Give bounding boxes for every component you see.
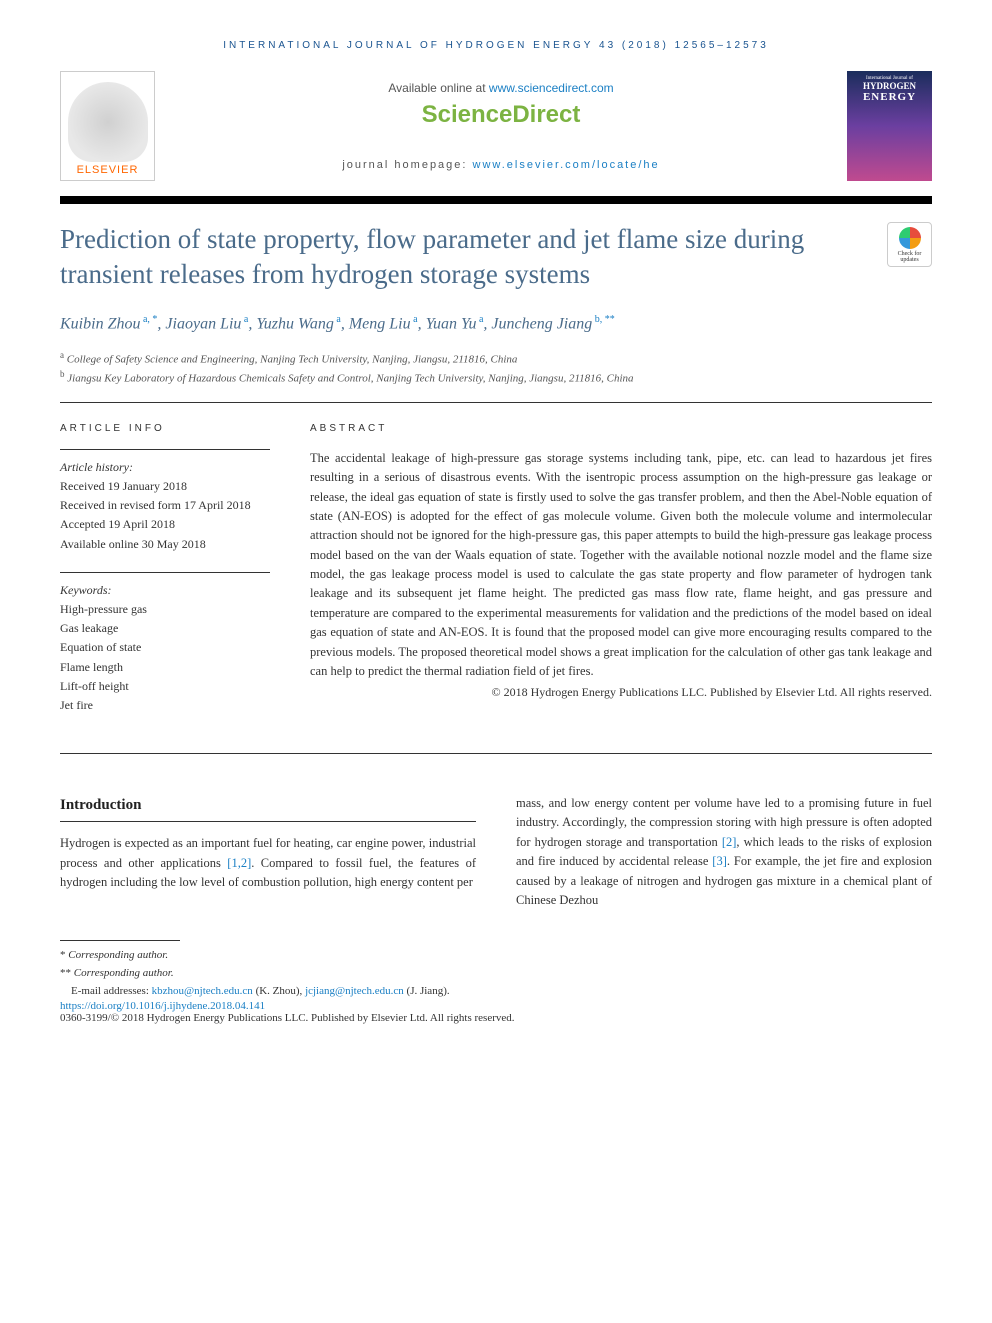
keyword-4: Flame length: [60, 658, 270, 677]
journal-homepage: journal homepage: www.elsevier.com/locat…: [175, 159, 827, 171]
divider-1: [60, 402, 932, 403]
sciencedirect-link[interactable]: www.sciencedirect.com: [489, 81, 614, 95]
body-col-right: mass, and low energy content per volume …: [516, 794, 932, 910]
keyword-1: High-pressure gas: [60, 600, 270, 619]
email-2-name: (J. Jiang).: [404, 985, 450, 997]
black-bar: [60, 196, 932, 204]
intro-para-right: mass, and low energy content per volume …: [516, 794, 932, 910]
author-4: Meng Liu: [349, 316, 411, 333]
fn2-text: Corresponding author.: [71, 967, 174, 979]
introduction-heading: Introduction: [60, 794, 476, 822]
author-6-sup: b, **: [592, 314, 615, 325]
divider-2: [60, 753, 932, 754]
author-5: Yuan Yu: [426, 316, 477, 333]
email-1-name: (K. Zhou),: [253, 985, 305, 997]
footnote-1: * Corresponding author.: [60, 947, 932, 965]
article-info: ARTICLE INFO Article history: Received 1…: [60, 423, 270, 733]
author-3-sup: a: [334, 314, 341, 325]
abstract-heading: ABSTRACT: [310, 423, 932, 434]
header-section: ELSEVIER Available online at www.science…: [60, 71, 932, 181]
author-5-sup: a: [476, 314, 483, 325]
abstract-text: The accidental leakage of high-pressure …: [310, 449, 932, 682]
cover-line3: ENERGY: [863, 91, 916, 103]
journal-homepage-prefix: journal homepage:: [342, 159, 472, 171]
body-col-left: Introduction Hydrogen is expected as an …: [60, 794, 476, 910]
accepted-date: Accepted 19 April 2018: [60, 515, 270, 534]
author-3: Yuzhu Wang: [256, 316, 334, 333]
footnotes: * Corresponding author. ** Corresponding…: [60, 947, 932, 1000]
author-1: Kuibin Zhou: [60, 316, 140, 333]
body-columns: Introduction Hydrogen is expected as an …: [60, 794, 932, 910]
title-row: Prediction of state property, flow param…: [60, 222, 932, 292]
elsevier-text: ELSEVIER: [77, 164, 139, 176]
check-updates-badge[interactable]: Check for updates: [887, 222, 932, 267]
fn2-star: **: [60, 967, 71, 979]
affil-b-text: Jiangsu Key Laboratory of Hazardous Chem…: [65, 372, 634, 384]
cover-line2: HYDROGEN: [863, 81, 916, 91]
keywords-label: Keywords:: [60, 581, 270, 600]
email-1[interactable]: kbzhou@njtech.edu.cn: [152, 985, 253, 997]
elsevier-tree-icon: [68, 82, 148, 162]
author-1-sup: a, *: [140, 314, 157, 325]
affiliation-b: b Jiangsu Key Laboratory of Hazardous Ch…: [60, 368, 932, 387]
available-online: Available online at www.sciencedirect.co…: [175, 81, 827, 95]
check-updates-text: Check for updates: [891, 251, 928, 263]
info-abstract-row: ARTICLE INFO Article history: Received 1…: [60, 423, 932, 733]
article-history: Article history: Received 19 January 201…: [60, 449, 270, 554]
running-header: INTERNATIONAL JOURNAL OF HYDROGEN ENERGY…: [60, 40, 932, 51]
doi-link[interactable]: https://doi.org/10.1016/j.ijhydene.2018.…: [60, 1000, 265, 1012]
ref-link-3[interactable]: [3]: [712, 854, 727, 868]
abstract-copyright: © 2018 Hydrogen Energy Publications LLC.…: [310, 685, 932, 700]
footnote-2: ** Corresponding author.: [60, 965, 932, 983]
email-label: E-mail addresses:: [71, 985, 152, 997]
keyword-6: Jet fire: [60, 696, 270, 715]
journal-homepage-link[interactable]: www.elsevier.com/locate/he: [473, 159, 660, 171]
history-label: Article history:: [60, 458, 270, 477]
ref-link-2[interactable]: [2]: [722, 835, 737, 849]
sciencedirect-logo: ScienceDirect: [175, 101, 827, 129]
keyword-3: Equation of state: [60, 638, 270, 657]
keyword-5: Lift-off height: [60, 677, 270, 696]
affil-a-text: College of Safety Science and Engineerin…: [64, 353, 517, 365]
fn1-text: Corresponding author.: [66, 949, 169, 961]
footer-copyright: 0360-3199/© 2018 Hydrogen Energy Publica…: [60, 1012, 932, 1024]
elsevier-logo: ELSEVIER: [60, 71, 155, 181]
footer-separator: [60, 940, 180, 941]
available-online-prefix: Available online at: [388, 81, 489, 95]
online-date: Available online 30 May 2018: [60, 535, 270, 554]
author-6: Juncheng Jiang: [491, 316, 592, 333]
affiliation-a: a College of Safety Science and Engineer…: [60, 349, 932, 368]
header-center: Available online at www.sciencedirect.co…: [155, 71, 847, 171]
check-updates-icon: [899, 227, 921, 249]
author-2: Jiaoyan Liu: [165, 316, 241, 333]
keyword-2: Gas leakage: [60, 619, 270, 638]
intro-para-left: Hydrogen is expected as an important fue…: [60, 834, 476, 892]
email-line: E-mail addresses: kbzhou@njtech.edu.cn (…: [60, 983, 932, 1001]
doi-line: https://doi.org/10.1016/j.ijhydene.2018.…: [60, 1000, 932, 1012]
email-2[interactable]: jcjiang@njtech.edu.cn: [305, 985, 404, 997]
journal-cover: International Journal of HYDROGEN ENERGY: [847, 71, 932, 181]
author-4-sup: a: [411, 314, 418, 325]
revised-date: Received in revised form 17 April 2018: [60, 496, 270, 515]
authors: Kuibin Zhou a, *, Jiaoyan Liu a, Yuzhu W…: [60, 312, 932, 336]
author-2-sup: a: [241, 314, 248, 325]
ref-link-1-2[interactable]: [1,2]: [227, 856, 251, 870]
affiliations: a College of Safety Science and Engineer…: [60, 349, 932, 387]
article-title: Prediction of state property, flow param…: [60, 222, 872, 292]
article-info-heading: ARTICLE INFO: [60, 423, 270, 434]
abstract-column: ABSTRACT The accidental leakage of high-…: [310, 423, 932, 733]
keywords: Keywords: High-pressure gas Gas leakage …: [60, 572, 270, 715]
received-date: Received 19 January 2018: [60, 477, 270, 496]
